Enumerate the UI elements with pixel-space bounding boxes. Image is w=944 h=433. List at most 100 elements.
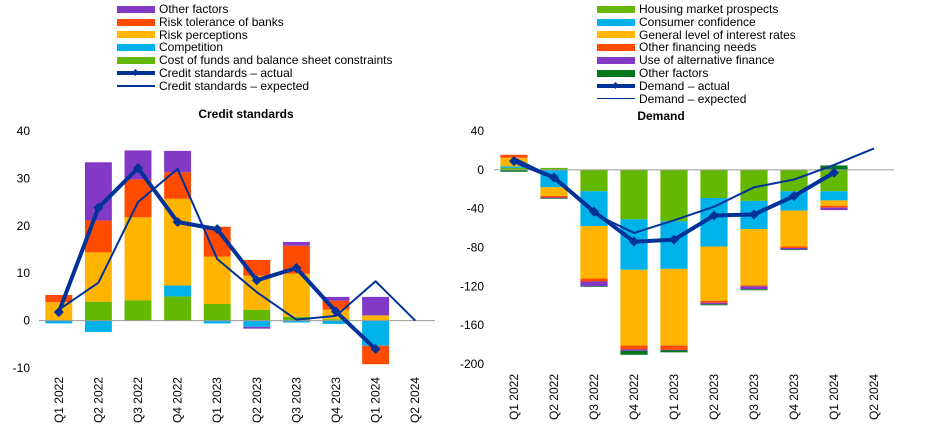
y-tick-label: 40 bbox=[471, 124, 485, 138]
bar-other-factors bbox=[362, 296, 390, 316]
bar-general-level-of-interest-rates bbox=[820, 200, 848, 206]
chart-credit-standards: Credit standards -10 0 10 20 30 40 Q1 2022 Q2 2… bbox=[13, 107, 435, 423]
bar-risk-tolerance-of-banks bbox=[45, 295, 73, 303]
bar-risk-tolerance-of-banks bbox=[124, 179, 152, 218]
bar-risk-perceptions bbox=[124, 217, 152, 301]
legend-item-demand-expected: Demand – expected bbox=[597, 92, 796, 106]
legend-label: Other factors bbox=[639, 65, 709, 80]
legend-item-risk-perceptions: Risk perceptions bbox=[117, 27, 392, 42]
marker-demand-actual bbox=[669, 234, 679, 245]
bar-other-financing-needs bbox=[660, 345, 688, 350]
bar-consumer-confidence bbox=[740, 200, 768, 230]
marker-credit-standards-actual bbox=[53, 307, 64, 318]
bar-other-factors bbox=[282, 241, 310, 246]
bar-housing-market-prospects bbox=[500, 167, 528, 170]
legend-label: Risk tolerance of banks bbox=[159, 14, 284, 29]
bar-housing-market-prospects bbox=[700, 169, 728, 198]
y-tick-label: 20 bbox=[17, 219, 31, 233]
bar-use-of-alternative-finance bbox=[780, 247, 808, 250]
x-tick-label: Q1 2024 bbox=[369, 377, 383, 423]
x-tick-label: Q1 2024 bbox=[827, 374, 841, 420]
bar-housing-market-prospects bbox=[580, 169, 608, 192]
marker-demand-actual bbox=[789, 191, 799, 202]
legend-swatch bbox=[117, 67, 155, 79]
marker-demand-actual bbox=[829, 167, 839, 178]
x-tick-label: Q2 2022 bbox=[547, 374, 561, 420]
legend-label: Housing market prospects bbox=[639, 2, 779, 16]
bar-other-factors bbox=[740, 289, 768, 291]
bar-use-of-alternative-finance bbox=[660, 349, 688, 351]
marker-credit-standards-actual bbox=[370, 344, 381, 355]
bar-housing-market-prospects bbox=[540, 167, 568, 170]
legend-label: Credit standards – actual bbox=[159, 65, 293, 80]
bar-risk-perceptions bbox=[203, 256, 231, 305]
bar-risk-perceptions bbox=[362, 315, 390, 321]
x-tick-label: Q1 2022 bbox=[507, 374, 521, 420]
legend-label: Other factors bbox=[159, 2, 229, 16]
legend-swatch bbox=[597, 93, 635, 105]
legend-item-housing-market-prospects: Housing market prospects bbox=[597, 3, 796, 16]
bar-consumer-confidence bbox=[620, 219, 648, 270]
bar-risk-perceptions bbox=[282, 273, 310, 317]
bar-other-factors bbox=[500, 170, 528, 172]
legend-label: Credit standards – expected bbox=[159, 78, 310, 93]
legend-item-demand-actual: Demand – actual bbox=[597, 78, 796, 93]
marker-credit-standards-actual bbox=[133, 162, 143, 173]
bar-housing-market-prospects bbox=[740, 169, 768, 201]
bar-other-financing-needs bbox=[780, 246, 808, 248]
bar-consumer-confidence bbox=[660, 221, 688, 269]
bar-other-factors bbox=[322, 296, 350, 301]
marker-demand-actual bbox=[629, 236, 639, 247]
bar-use-of-alternative-finance bbox=[540, 197, 568, 199]
bar-cost-of-funds-and-balance-sheet-constraints bbox=[322, 319, 350, 321]
bar-use-of-alternative-finance bbox=[580, 281, 608, 287]
legend-label: Cost of funds and balance sheet constrai… bbox=[159, 53, 393, 68]
bar-consumer-confidence bbox=[540, 169, 568, 188]
bar-general-level-of-interest-rates bbox=[580, 226, 608, 279]
legend-item-other-factors: Other factors bbox=[597, 67, 796, 80]
bar-other-factors bbox=[780, 249, 808, 251]
x-tick-label: Q2 2022 bbox=[91, 377, 105, 423]
bar-general-level-of-interest-rates bbox=[620, 269, 648, 346]
x-tick-label: Q3 2022 bbox=[587, 374, 601, 420]
marker-demand-actual bbox=[589, 206, 599, 217]
marker-demand-actual bbox=[709, 210, 719, 221]
bar-cost-of-funds-and-balance-sheet-constraints bbox=[84, 301, 112, 321]
bar-competition bbox=[282, 320, 310, 323]
bar-other-financing-needs bbox=[500, 154, 528, 158]
marker-credit-standards-actual bbox=[251, 275, 262, 286]
bar-other-factors bbox=[620, 350, 648, 355]
bar-housing-market-prospects bbox=[660, 169, 688, 222]
bar-risk-tolerance-of-banks bbox=[322, 300, 350, 310]
bar-other-factors bbox=[660, 350, 688, 353]
bar-cost-of-funds-and-balance-sheet-constraints bbox=[164, 296, 192, 321]
bar-other-factors bbox=[820, 165, 848, 170]
legend-demand: Housing market prospects Consumer confide… bbox=[597, 3, 796, 105]
bar-other-financing-needs bbox=[820, 205, 848, 208]
bar-cost-of-funds-and-balance-sheet-constraints bbox=[203, 304, 231, 321]
marker-credit-standards-actual bbox=[172, 217, 183, 228]
legend-swatch bbox=[117, 57, 155, 65]
legend-label: Risk perceptions bbox=[159, 27, 248, 42]
y-tick-label: 0 bbox=[477, 163, 484, 177]
bar-competition bbox=[243, 320, 271, 327]
legend-swatch bbox=[597, 5, 635, 13]
bar-use-of-alternative-finance bbox=[820, 207, 848, 211]
bar-consumer-confidence bbox=[700, 197, 728, 247]
legend-swatch bbox=[117, 80, 155, 92]
bar-competition bbox=[322, 320, 350, 324]
line-demand-expected bbox=[513, 147, 875, 234]
bar-risk-tolerance-of-banks bbox=[362, 345, 390, 365]
bar-use-of-alternative-finance bbox=[620, 349, 648, 351]
bar-other-financing-needs bbox=[740, 285, 768, 287]
bar-general-level-of-interest-rates bbox=[540, 187, 568, 197]
legend-credit-standards: Other factors Risk tolerance of banks Risk… bbox=[117, 3, 392, 93]
bar-housing-market-prospects bbox=[780, 169, 808, 192]
legend-label: Demand – actual bbox=[639, 78, 730, 93]
bar-cost-of-funds-and-balance-sheet-constraints bbox=[243, 309, 271, 321]
chart-title-credit-standards: Credit standards bbox=[198, 107, 294, 121]
bar-other-factors bbox=[243, 326, 271, 329]
x-tick-label: Q3 2023 bbox=[289, 377, 303, 423]
bar-other-factors bbox=[540, 198, 568, 199]
bar-use-of-alternative-finance bbox=[700, 302, 728, 305]
